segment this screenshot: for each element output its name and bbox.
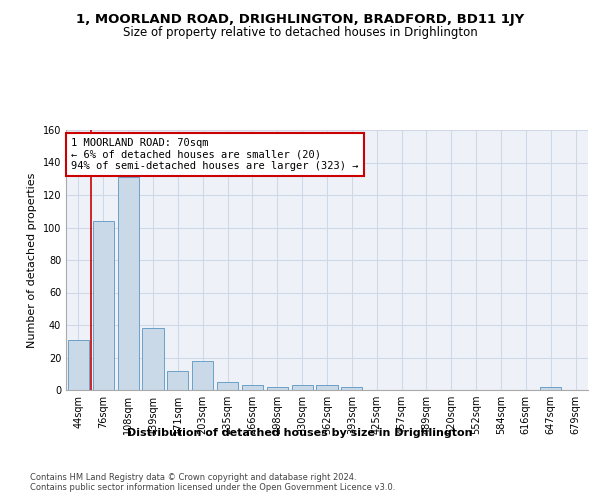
Bar: [217, 382, 238, 390]
Text: 1, MOORLAND ROAD, DRIGHLINGTON, BRADFORD, BD11 1JY: 1, MOORLAND ROAD, DRIGHLINGTON, BRADFORD…: [76, 12, 524, 26]
Bar: [540, 387, 561, 390]
Bar: [142, 328, 164, 390]
Bar: [118, 177, 139, 390]
Bar: [341, 387, 362, 390]
Bar: [242, 385, 263, 390]
Bar: [192, 361, 213, 390]
Y-axis label: Number of detached properties: Number of detached properties: [27, 172, 37, 348]
Bar: [93, 221, 114, 390]
Text: Size of property relative to detached houses in Drighlington: Size of property relative to detached ho…: [122, 26, 478, 39]
Bar: [68, 340, 89, 390]
Bar: [267, 387, 288, 390]
Text: Contains HM Land Registry data © Crown copyright and database right 2024.
Contai: Contains HM Land Registry data © Crown c…: [30, 472, 395, 492]
Bar: [167, 370, 188, 390]
Bar: [316, 385, 338, 390]
Text: 1 MOORLAND ROAD: 70sqm
← 6% of detached houses are smaller (20)
94% of semi-deta: 1 MOORLAND ROAD: 70sqm ← 6% of detached …: [71, 138, 359, 171]
Text: Distribution of detached houses by size in Drighlington: Distribution of detached houses by size …: [127, 428, 473, 438]
Bar: [292, 385, 313, 390]
